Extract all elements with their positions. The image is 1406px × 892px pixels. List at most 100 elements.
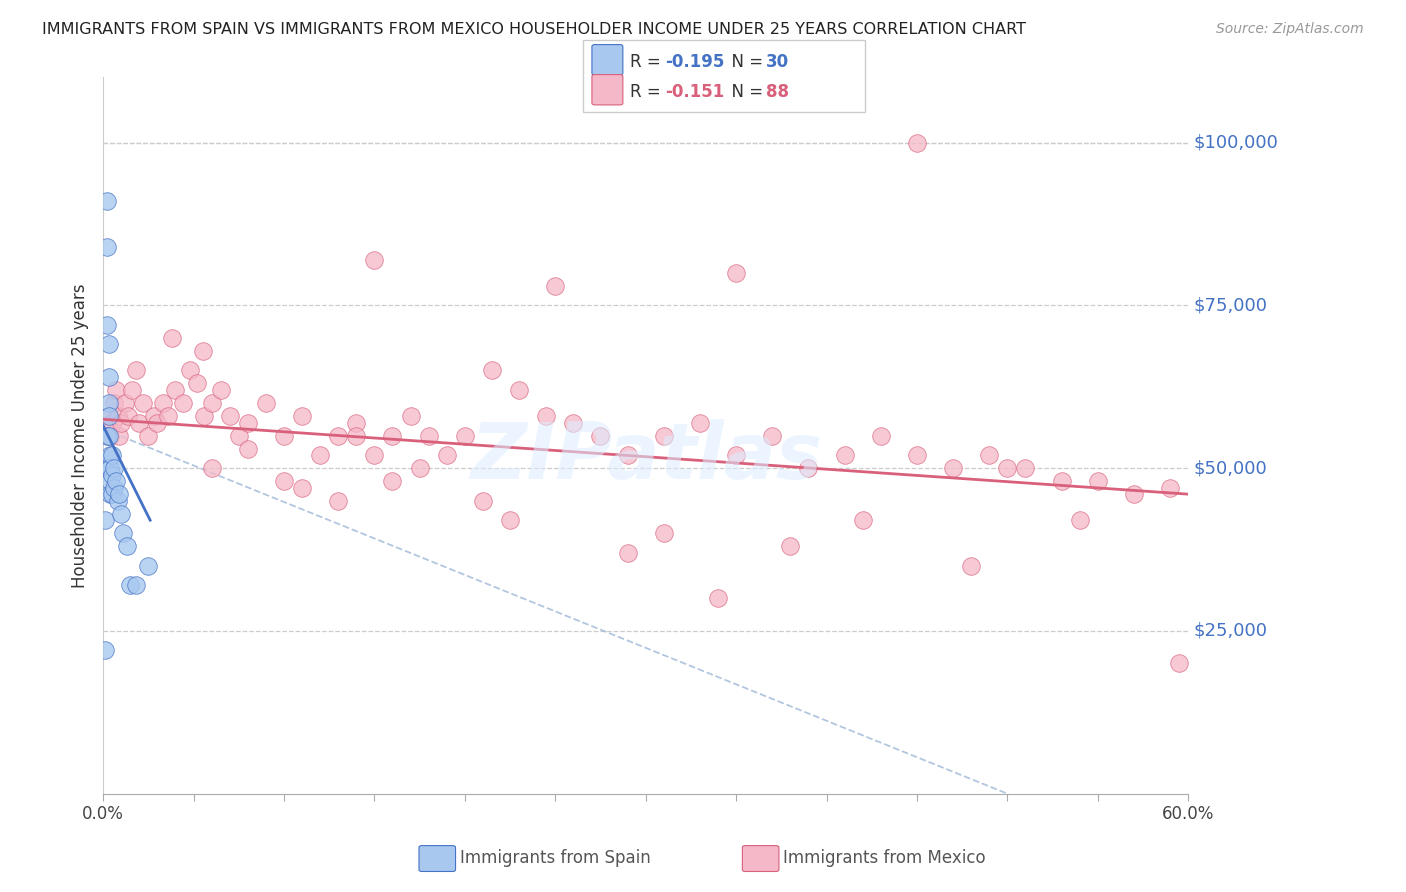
Point [979, 448, 1001, 462]
Point [97, 396, 120, 410]
Point [1069, 513, 1091, 527]
Point [191, 343, 214, 358]
Point [328, 428, 350, 442]
Point [97, 409, 120, 423]
Text: R =: R = [630, 53, 666, 70]
Text: N =: N = [721, 53, 769, 70]
Point [110, 507, 132, 521]
Text: IMMIGRANTS FROM SPAIN VS IMMIGRANTS FROM MEXICO HOUSEHOLDER INCOME UNDER 25 YEAR: IMMIGRANTS FROM SPAIN VS IMMIGRANTS FROM… [42, 22, 1026, 37]
Point [110, 416, 132, 430]
Point [104, 474, 127, 488]
Point [344, 416, 367, 430]
Point [960, 558, 983, 573]
Point [1014, 461, 1036, 475]
Point [96, 318, 118, 332]
Point [111, 526, 134, 541]
Point [1168, 657, 1191, 671]
Point [562, 416, 585, 430]
Point [725, 266, 748, 280]
Point [101, 487, 124, 501]
Point [454, 428, 477, 442]
Point [236, 442, 259, 456]
Point [101, 416, 124, 430]
Text: Immigrants from Mexico: Immigrants from Mexico [783, 849, 986, 867]
Point [942, 461, 965, 475]
Point [534, 409, 557, 423]
Point [905, 448, 928, 462]
Point [107, 409, 129, 423]
Point [499, 513, 522, 527]
Point [1087, 474, 1109, 488]
Point [905, 136, 928, 150]
Point [125, 363, 148, 377]
Point [138, 558, 160, 573]
Point [103, 461, 125, 475]
Point [94, 643, 117, 657]
Point [652, 526, 675, 541]
Point [761, 428, 783, 442]
Point [108, 428, 131, 442]
Point [97, 428, 120, 442]
Point [125, 578, 148, 592]
Text: 30: 30 [766, 53, 789, 70]
Point [96, 422, 118, 436]
Point [1159, 481, 1181, 495]
Point [779, 539, 801, 553]
Point [228, 428, 250, 442]
Point [117, 409, 139, 423]
Text: Source: ZipAtlas.com: Source: ZipAtlas.com [1216, 22, 1364, 37]
Point [108, 487, 131, 501]
Point [725, 448, 748, 462]
Point [97, 337, 120, 351]
Point [142, 409, 165, 423]
Point [508, 383, 530, 397]
Text: ZIPatlas: ZIPatlas [470, 419, 821, 495]
Point [132, 396, 155, 410]
Point [115, 539, 138, 553]
Point [707, 591, 730, 606]
Text: $25,000: $25,000 [1194, 622, 1268, 640]
Point [363, 448, 385, 462]
Point [107, 493, 129, 508]
Point [104, 383, 127, 397]
Point [120, 578, 142, 592]
Point [179, 363, 201, 377]
Point [471, 493, 494, 508]
Point [273, 474, 295, 488]
Point [94, 513, 117, 527]
Point [689, 416, 711, 430]
Point [101, 448, 124, 462]
Point [97, 409, 120, 423]
Point [96, 194, 118, 209]
Point [616, 546, 638, 560]
Point [481, 363, 503, 377]
Point [418, 428, 440, 442]
Point [97, 461, 120, 475]
Point [97, 370, 120, 384]
Point [98, 487, 121, 501]
Point [797, 461, 820, 475]
Y-axis label: Householder Income Under 25 years: Householder Income Under 25 years [72, 284, 89, 588]
Point [193, 409, 215, 423]
Point [616, 448, 638, 462]
Point [399, 409, 422, 423]
Text: $100,000: $100,000 [1194, 134, 1278, 152]
Point [157, 409, 180, 423]
Point [544, 278, 567, 293]
Point [652, 428, 675, 442]
Point [309, 448, 332, 462]
Point [186, 376, 208, 391]
Point [381, 474, 404, 488]
Point [209, 383, 232, 397]
Text: $75,000: $75,000 [1194, 296, 1268, 314]
Point [218, 409, 240, 423]
Point [138, 428, 160, 442]
Point [852, 513, 875, 527]
Point [114, 396, 136, 410]
Text: $50,000: $50,000 [1194, 459, 1267, 477]
Point [589, 428, 612, 442]
Point [98, 474, 121, 488]
Point [172, 396, 194, 410]
Point [408, 461, 430, 475]
Point [98, 428, 121, 442]
